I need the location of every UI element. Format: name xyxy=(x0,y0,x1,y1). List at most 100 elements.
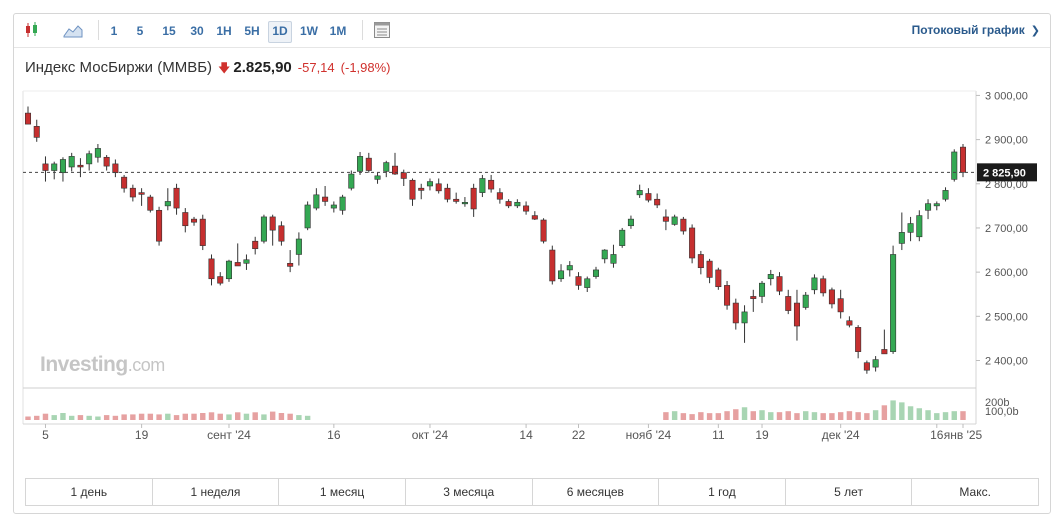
candle xyxy=(365,152,372,173)
chart-settings-icon[interactable] xyxy=(372,20,392,40)
chart-widget: 1 5 15 30 1H 5H 1D 1W 1M Потоковый графи… xyxy=(13,13,1051,514)
volume-bar xyxy=(226,414,232,420)
candle-body xyxy=(767,274,774,280)
volume-bar xyxy=(304,415,311,420)
candle-body xyxy=(732,302,739,324)
volume-bar xyxy=(855,412,861,420)
candle-body xyxy=(627,218,634,227)
interval-30[interactable]: 30 xyxy=(190,24,204,38)
chevron-right-icon: ❯ xyxy=(1030,25,1040,37)
volume-bar xyxy=(165,413,171,420)
period-1-month[interactable]: 1 месяц xyxy=(279,479,406,505)
toolbar-divider xyxy=(362,20,363,40)
candle-body xyxy=(208,258,215,280)
candle-body xyxy=(531,215,538,220)
volume-bar xyxy=(269,411,276,420)
candle xyxy=(916,210,923,242)
candle-body xyxy=(942,190,949,200)
y-tick-label: 2 400,00 xyxy=(985,355,1028,367)
interval-1m[interactable]: 1M xyxy=(329,24,347,38)
candle xyxy=(453,192,460,204)
candle-body xyxy=(147,196,154,211)
candle-body xyxy=(295,238,302,255)
candle-body xyxy=(77,164,84,168)
candle-body xyxy=(112,163,119,174)
volume-bar xyxy=(680,413,687,420)
candle-body xyxy=(959,146,967,173)
candle xyxy=(348,170,355,191)
candle xyxy=(357,151,364,175)
volume-bar xyxy=(794,413,800,420)
candle xyxy=(121,174,128,193)
interval-1[interactable]: 1 xyxy=(110,24,118,38)
interval-1h[interactable]: 1H xyxy=(216,24,232,38)
interval-5h[interactable]: 5H xyxy=(244,24,260,38)
area-chart-icon[interactable] xyxy=(62,20,84,40)
candle-body xyxy=(916,215,923,238)
candle xyxy=(234,243,241,267)
period-5-years[interactable]: 5 лет xyxy=(786,479,913,505)
candle-body xyxy=(461,202,468,205)
candle-body xyxy=(479,178,486,193)
candle-body xyxy=(750,296,757,299)
price-chart[interactable]: 3 000,00 2 900,00 2 800,00 2 700,00 2 600,00… xyxy=(14,14,1050,464)
volume-bar xyxy=(820,413,826,420)
volume-bar xyxy=(803,411,809,420)
candle-body xyxy=(898,232,905,244)
candle xyxy=(898,212,905,251)
candle xyxy=(636,184,643,198)
period-3-months[interactable]: 3 месяца xyxy=(406,479,533,505)
volume-bar xyxy=(829,413,835,420)
candle xyxy=(269,214,276,246)
volume-bar xyxy=(235,412,241,420)
volume-bar xyxy=(200,413,206,420)
volume-bar xyxy=(864,413,870,420)
interval-15[interactable]: 15 xyxy=(162,24,176,38)
candle xyxy=(671,214,678,226)
candle-body xyxy=(793,302,800,327)
candle-body xyxy=(785,296,792,311)
candle-body xyxy=(863,362,870,371)
candle xyxy=(68,152,75,172)
volume-bar xyxy=(925,410,931,420)
period-1-day[interactable]: 1 день xyxy=(26,479,153,505)
period-6-months[interactable]: 6 месяцев xyxy=(533,479,660,505)
candle xyxy=(94,144,101,163)
volume-bar xyxy=(733,409,739,420)
volume-tick-label: 100,0b xyxy=(985,406,1019,418)
candle-body xyxy=(697,254,704,269)
candle xyxy=(741,305,748,343)
candle-body xyxy=(94,148,101,158)
interval-1w[interactable]: 1W xyxy=(300,24,318,38)
streaming-chart-link[interactable]: Потоковый график ❯ xyxy=(912,23,1040,37)
candle-body xyxy=(671,216,678,225)
volume-bar xyxy=(899,402,905,420)
y-tick-label: 2 600,00 xyxy=(985,267,1028,279)
candlestick-icon[interactable] xyxy=(22,20,42,40)
candle xyxy=(785,289,792,315)
candle xyxy=(575,272,582,290)
candle xyxy=(759,280,766,304)
x-tick-label: 11 xyxy=(712,428,725,442)
candle-body xyxy=(129,187,136,198)
candle xyxy=(374,172,381,184)
candle-body xyxy=(86,153,93,165)
period-1-week[interactable]: 1 неделя xyxy=(153,479,280,505)
candle xyxy=(558,264,565,282)
period-1-year[interactable]: 1 год xyxy=(659,479,786,505)
candle xyxy=(330,201,337,213)
volume-bar xyxy=(86,415,92,420)
candle-body xyxy=(505,201,512,207)
candle xyxy=(217,272,224,286)
candle xyxy=(566,261,573,277)
candle xyxy=(855,325,862,359)
interval-1d[interactable]: 1D xyxy=(268,21,292,43)
volume-bar xyxy=(208,412,215,420)
candle xyxy=(601,249,608,264)
candle-body xyxy=(636,190,643,196)
candle-body xyxy=(680,218,687,232)
period-max[interactable]: Макс. xyxy=(959,485,991,499)
candle xyxy=(619,227,626,248)
interval-5[interactable]: 5 xyxy=(136,24,144,38)
candle xyxy=(42,156,49,182)
